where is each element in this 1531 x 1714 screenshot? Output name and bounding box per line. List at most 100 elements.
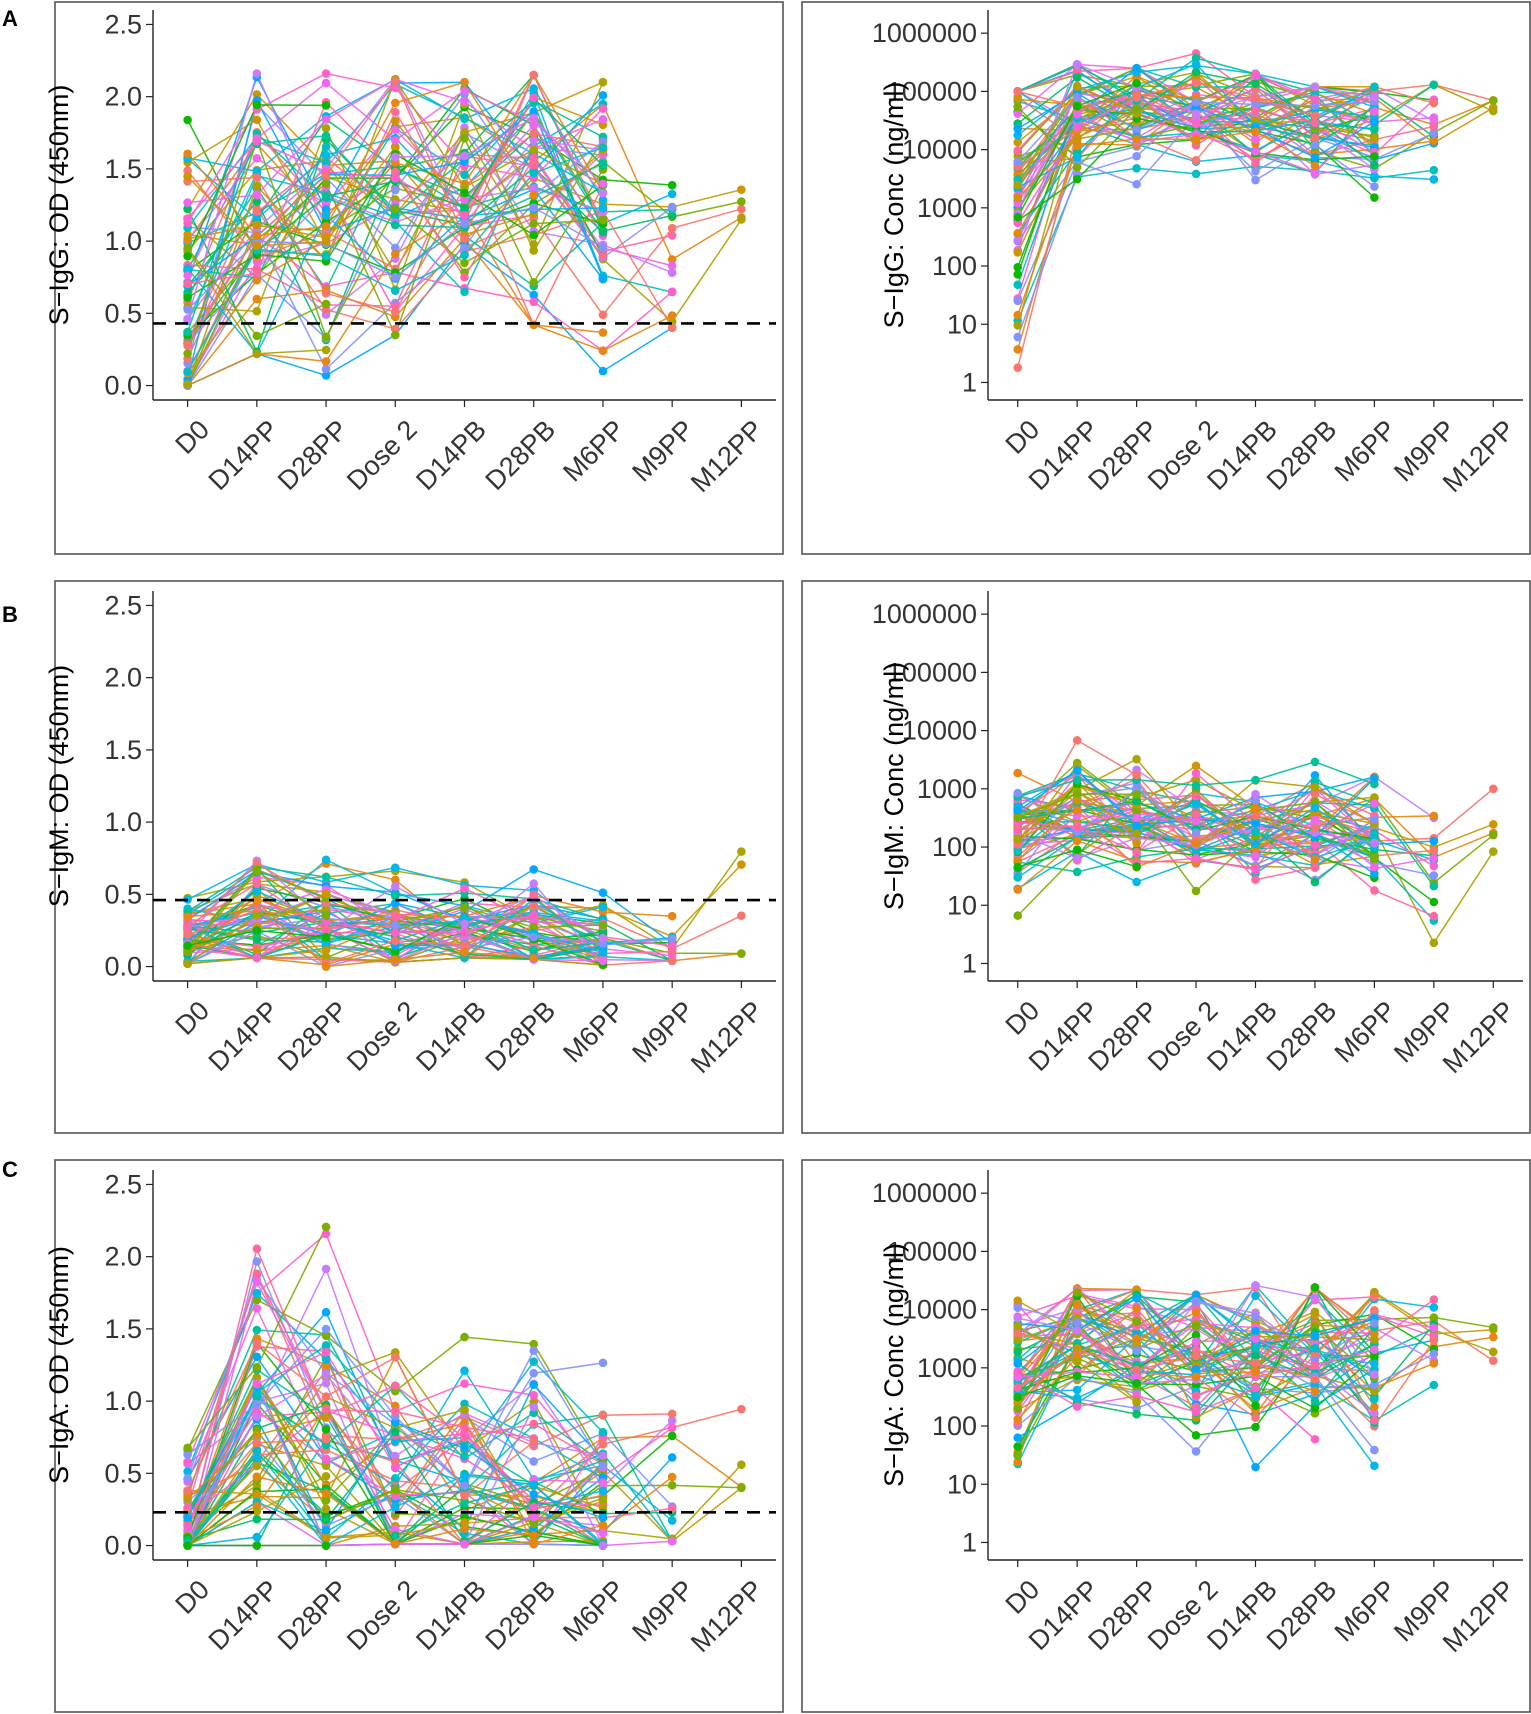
data-point [1072, 765, 1082, 775]
data-point [390, 152, 400, 162]
data-point [1013, 193, 1023, 203]
data-point [1013, 87, 1023, 96]
data-point [667, 1516, 677, 1525]
subject-line [1017, 130, 1316, 316]
data-point [529, 135, 539, 145]
y-tick-label: 10000 [902, 1295, 977, 1325]
data-point [1488, 784, 1498, 794]
data-point [183, 204, 192, 213]
data-point [183, 251, 192, 261]
data-point [321, 1541, 331, 1550]
data-point [460, 928, 469, 937]
data-point [252, 1362, 262, 1372]
data-point [321, 171, 331, 180]
data-point [1251, 1401, 1260, 1410]
data-point [667, 287, 677, 296]
data-point [321, 952, 331, 962]
subject-line [1017, 92, 1434, 165]
data-point [252, 90, 262, 99]
data-point [1251, 106, 1260, 115]
data-point [321, 69, 331, 78]
data-point [1429, 871, 1439, 880]
data-point [529, 93, 539, 103]
data-point [1013, 1392, 1023, 1402]
data-point [529, 1490, 539, 1499]
data-point [460, 940, 469, 950]
data-point [252, 1277, 262, 1287]
data-point [1251, 127, 1260, 136]
data-point [1072, 1344, 1082, 1353]
data-point [1013, 862, 1023, 872]
data-point [1013, 321, 1023, 330]
data-point [1488, 830, 1498, 840]
data-point [252, 349, 262, 359]
data-point [1429, 853, 1439, 863]
subject-line [186, 1411, 673, 1546]
data-point [1370, 152, 1379, 161]
data-point [1488, 1332, 1498, 1342]
data-point [460, 86, 469, 95]
y-tick-label: 1.0 [104, 1386, 142, 1416]
data-point [1370, 793, 1379, 802]
data-point [1072, 1393, 1082, 1403]
data-point [1013, 1367, 1023, 1376]
subject-line [1017, 1332, 1316, 1380]
data-point [1370, 1394, 1379, 1404]
data-point [183, 1450, 192, 1459]
data-point [529, 1518, 539, 1528]
data-point [460, 113, 469, 122]
data-point [183, 149, 192, 159]
data-point [321, 1392, 331, 1401]
data-point [737, 860, 746, 869]
data-point [1370, 1335, 1379, 1344]
data-point [1191, 1297, 1201, 1307]
data-point [390, 107, 400, 117]
data-point [1191, 1364, 1201, 1374]
data-point [529, 278, 539, 287]
data-point [390, 249, 400, 259]
data-point [321, 925, 331, 935]
data-point [667, 911, 677, 921]
data-point [1310, 94, 1320, 104]
data-point [252, 946, 262, 956]
data-point [1370, 160, 1379, 170]
data-point [1132, 124, 1141, 134]
y-tick-label: 0.5 [104, 879, 142, 909]
data-point [1132, 821, 1141, 830]
data-point [667, 934, 677, 944]
data-point [1072, 123, 1082, 132]
data-point [1072, 789, 1082, 799]
data-point [529, 1402, 539, 1412]
y-tick-label: 2.0 [104, 82, 142, 112]
data-point [1132, 92, 1141, 101]
data-point [1013, 248, 1023, 257]
data-point [1013, 1383, 1023, 1392]
data-point [390, 324, 400, 334]
data-point [598, 227, 608, 237]
data-point [667, 203, 677, 212]
data-point [1370, 171, 1379, 181]
data-point [390, 1485, 400, 1494]
data-point [252, 181, 262, 191]
data-point [460, 948, 469, 957]
data-point [1013, 180, 1023, 190]
data-point [321, 1425, 331, 1434]
data-point [390, 1463, 400, 1472]
data-point [529, 1380, 539, 1389]
data-point [1132, 1365, 1141, 1375]
data-point [183, 1541, 192, 1550]
data-point [529, 70, 539, 80]
data-point [183, 1513, 192, 1522]
data-point [737, 197, 746, 206]
data-point [1310, 168, 1320, 177]
data-point [1251, 100, 1260, 109]
data-point [1191, 1431, 1201, 1440]
data-point [252, 1507, 262, 1516]
data-point [1310, 823, 1320, 833]
data-point [598, 91, 608, 100]
data-point [321, 332, 331, 342]
data-point [1370, 82, 1379, 92]
data-point [1013, 1296, 1023, 1306]
data-point [1429, 861, 1439, 871]
data-point [252, 1304, 262, 1313]
